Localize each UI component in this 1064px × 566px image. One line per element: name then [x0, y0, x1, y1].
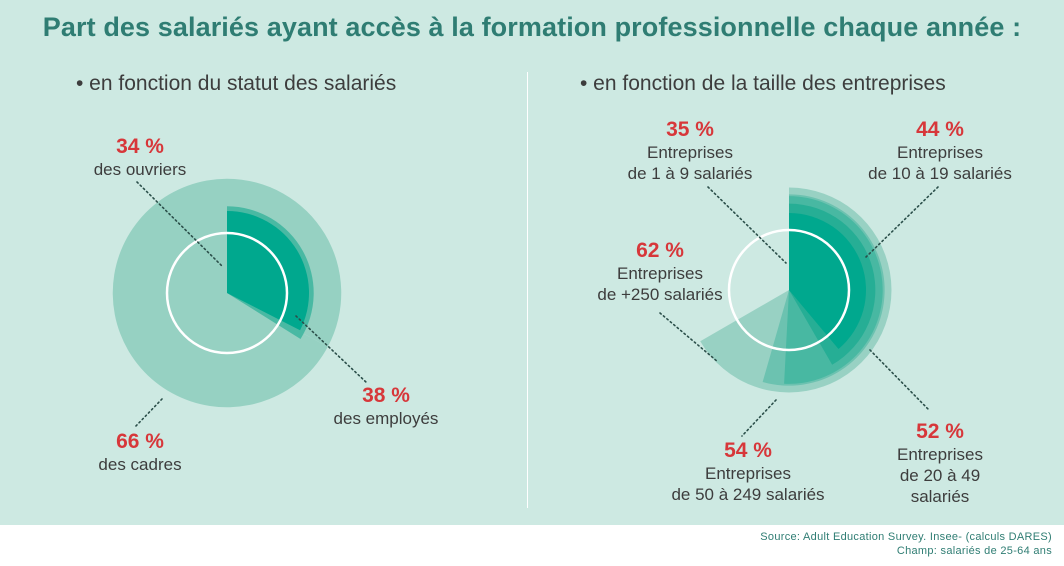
- leader-size-20-49: [869, 349, 930, 411]
- right-reference-circle: [727, 228, 851, 352]
- label-size-20-49-value: 52 %: [916, 420, 964, 443]
- right-chart-subtitle: • en fonction de la taille des entrepris…: [580, 72, 946, 95]
- left-polar-chart: [112, 178, 342, 408]
- label-ouvriers-value: 34 %: [116, 135, 164, 158]
- polar-charts: [112, 178, 939, 437]
- leader-size-1-9: [707, 186, 787, 264]
- label-size-50-249: 54 % Entreprises de 50 à 249 salariés: [650, 438, 846, 505]
- label-size-10-19-line1: Entreprises: [897, 143, 983, 162]
- label-employes-text: des employés: [333, 409, 439, 428]
- label-size-250-line2: de +250 salariés: [597, 285, 723, 304]
- label-size-20-49-line3: salariés: [910, 487, 970, 506]
- label-employes: 38 % des employés: [316, 383, 456, 429]
- left-sector-1: [227, 211, 309, 331]
- right-sector-1: [789, 212, 867, 349]
- leader-lines: [133, 181, 939, 437]
- label-cadres-value: 66 %: [116, 430, 164, 453]
- scope-line: Champ: salariés de 25-64 ans: [896, 545, 1052, 557]
- right-polar-chart: [700, 187, 892, 393]
- label-size-50-249-line2: de 50 à 249 salariés: [671, 485, 825, 504]
- source-line: Source: Adult Education Survey. Insee- (…: [760, 531, 1052, 543]
- leader-size-50-249: [741, 399, 777, 437]
- label-size-50-249-value: 54 %: [724, 439, 772, 462]
- leader-size-250: [659, 312, 719, 363]
- leader-employes: [295, 315, 368, 384]
- label-cadres-text: des cadres: [98, 455, 182, 474]
- left-chart-subtitle: • en fonction du statut des salariés: [76, 72, 397, 95]
- left-sector-3: [112, 178, 328, 408]
- label-size-1-9-value: 35 %: [666, 118, 714, 141]
- source-note: Source: Adult Education Survey. Insee- (…: [760, 530, 1052, 558]
- page-title: Part des salariés ayant accès à la forma…: [42, 12, 1022, 42]
- leader-ouvriers: [136, 181, 223, 267]
- label-size-10-19-line2: de 10 à 19 salariés: [868, 164, 1012, 183]
- label-ouvriers: 34 % des ouvriers: [70, 134, 210, 180]
- label-size-20-49-line2: de 20 à 49: [899, 466, 981, 485]
- label-size-20-49: 52 % Entreprises de 20 à 49 salariés: [870, 419, 1010, 507]
- label-size-1-9-line2: de 1 à 9 salariés: [627, 164, 753, 183]
- label-size-250: 62 % Entreprises de +250 salariés: [580, 238, 740, 305]
- leader-size-10-19: [865, 186, 939, 258]
- label-size-10-19-value: 44 %: [916, 118, 964, 141]
- label-employes-value: 38 %: [362, 384, 410, 407]
- label-size-10-19: 44 % Entreprises de 10 à 19 salariés: [848, 117, 1032, 184]
- label-size-250-value: 62 %: [636, 239, 684, 262]
- label-size-20-49-line1: Entreprises: [897, 445, 983, 464]
- label-cadres: 66 % des cadres: [70, 429, 210, 475]
- label-size-50-249-line1: Entreprises: [705, 464, 791, 483]
- label-size-250-line1: Entreprises: [617, 264, 703, 283]
- left-reference-circle: [165, 231, 289, 355]
- label-size-1-9-line1: Entreprises: [647, 143, 733, 162]
- panel-divider: [527, 72, 528, 508]
- label-size-1-9: 35 % Entreprises de 1 à 9 salariés: [605, 117, 775, 184]
- leader-cadres: [133, 398, 163, 429]
- label-ouvriers-text: des ouvriers: [93, 160, 187, 179]
